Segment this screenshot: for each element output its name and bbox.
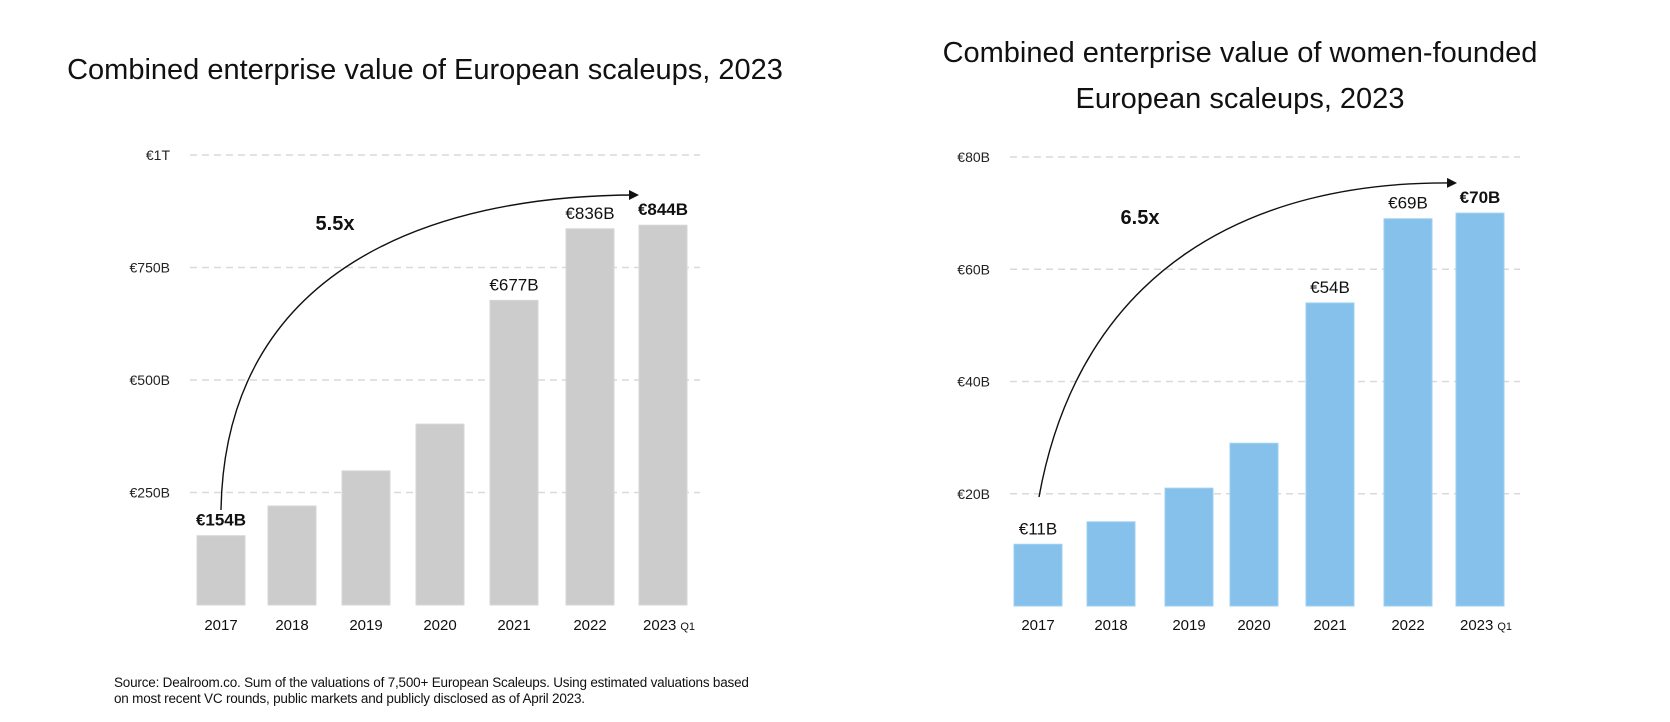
bar [1383, 218, 1433, 607]
y-tick-label: €1T [146, 147, 171, 163]
x-tick-label: 2022 [1391, 617, 1424, 634]
growth-multiplier-label: 5.5x [316, 213, 355, 235]
y-tick-label: €40B [957, 374, 990, 390]
data-label: €11B [1019, 519, 1057, 538]
bar [415, 423, 465, 606]
x-tick-label: 2021 [1313, 617, 1346, 634]
chart-title-right: Combined enterprise value of women-found… [910, 30, 1570, 122]
x-tick-label: 2019 [349, 617, 382, 634]
bar [267, 505, 317, 606]
growth-multiplier-label: 6.5x [1121, 207, 1160, 229]
source-note-line1: Source: Dealroom.co. Sum of the valuatio… [114, 675, 749, 690]
bar [1305, 302, 1355, 607]
bar [489, 299, 539, 606]
x-tick-label: 2019 [1172, 617, 1205, 634]
y-tick-label: €250B [130, 485, 170, 501]
y-tick-label: €20B [957, 486, 990, 502]
chart-left: €250B €500B €750B €1T 2017 2018 2019 2020 2021 20… [130, 147, 700, 634]
x-tick-label: 2017 [1021, 617, 1054, 634]
source-note-line2: on most recent VC rounds, public markets… [114, 691, 585, 706]
x-tick-label: 2020 [1237, 617, 1270, 634]
x-tick-label: 2017 [204, 617, 237, 634]
x-tick-label: 2018 [275, 617, 308, 634]
growth-arrow [220, 190, 639, 511]
data-label: €836B [565, 204, 614, 223]
x-tick-label: 2022 [573, 617, 606, 634]
data-label: €844B [638, 200, 688, 219]
x-tick-label: 2020 [423, 617, 456, 634]
chart-title-right-line2: European scaleups, 2023 [1075, 83, 1405, 115]
bar [341, 470, 391, 606]
data-label: €677B [489, 275, 538, 294]
x-tick-label: 2021 [497, 617, 530, 634]
bar [565, 228, 615, 606]
y-tick-label: €60B [957, 261, 990, 277]
data-label: €54B [1310, 278, 1350, 297]
source-note: Source: Dealroom.co. Sum of the valuatio… [114, 675, 874, 707]
bar [1013, 543, 1063, 607]
y-tick-label: €750B [130, 260, 170, 276]
y-tick-label: €80B [957, 149, 990, 165]
data-label: €70B [1460, 188, 1501, 207]
chart-right: €20B €40B €60B €80B 2017 2018 2019 2020 2021 2022… [957, 149, 1520, 634]
data-label: €69B [1388, 194, 1428, 213]
bar [1455, 212, 1505, 607]
x-tick-label: 2023 Q1 [1460, 617, 1512, 634]
y-tick-label: €500B [130, 372, 170, 388]
x-tick-suffix: Q1 [680, 621, 695, 633]
chart-title-right-line1: Combined enterprise value of women-found… [942, 37, 1538, 69]
bar [1086, 521, 1136, 607]
x-tick-label: 2018 [1094, 617, 1127, 634]
bar [1229, 442, 1279, 607]
data-label: €154B [196, 511, 246, 530]
bar [1164, 487, 1214, 607]
bar [196, 535, 246, 606]
x-tick-suffix: Q1 [1497, 621, 1512, 633]
bar [638, 224, 688, 606]
x-tick-label: 2023 Q1 [643, 617, 695, 634]
growth-arrow [1038, 177, 1457, 498]
chart-title-left: Combined enterprise value of European sc… [67, 54, 783, 86]
